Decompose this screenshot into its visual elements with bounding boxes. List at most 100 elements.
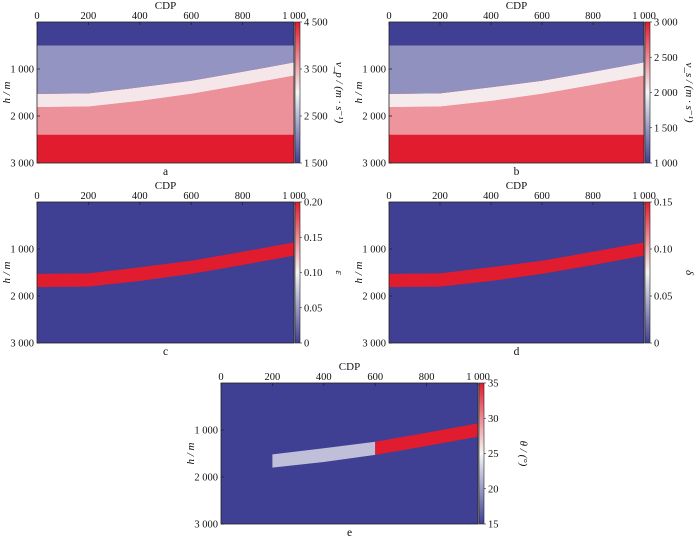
colorbar-tick-label: 0: [654, 339, 659, 350]
layer-2: [389, 45, 644, 94]
x-tick-label: 200: [432, 191, 448, 202]
x-tick-label: 600: [534, 11, 550, 22]
colorbar: [644, 21, 651, 164]
x-tick-label: 400: [483, 191, 499, 202]
x-tick-label: 0: [386, 11, 391, 22]
panel-b: 0 200 400 600 800 1 000 CDP 1 000 2 000 3 000 h / …: [353, 0, 695, 178]
layer-4: [389, 75, 644, 135]
colorbar-tick-label: 0: [304, 339, 309, 350]
colorbar-tick-label: 35: [488, 379, 499, 390]
x-tick-label: 200: [265, 372, 281, 383]
colorbar-tick-label: 1 000: [654, 159, 678, 170]
x-tick-label: 200: [81, 11, 97, 22]
x-tick-label: 600: [183, 11, 199, 22]
x-tick-label: 0: [34, 191, 39, 202]
plot-frame: [388, 201, 645, 344]
y-tick-label: 3 000: [10, 339, 34, 350]
x-tick-label: 800: [585, 11, 601, 22]
x-tick-label: 1 000: [282, 191, 306, 202]
colorbar-tick-label: 0.20: [304, 198, 322, 209]
colorbar-tick-label: 0.05: [654, 292, 672, 303]
x-tick-label: 1 000: [282, 11, 306, 22]
y-axis-label: h / m: [353, 81, 365, 103]
x-tick-label: 600: [534, 191, 550, 202]
thin-layer-segment: [272, 441, 376, 468]
thin-layer: [389, 62, 644, 108]
colorbar-tick-label: 3 000: [654, 18, 678, 29]
y-axis-label: h / m: [353, 261, 365, 283]
y-tick-label: 1 000: [362, 65, 386, 76]
colorbar-tick-label: 1 500: [304, 159, 328, 170]
x-axis-label: CDP: [155, 180, 176, 192]
colorbar: [294, 201, 301, 344]
colorbar-tick-label: 0.15: [304, 233, 322, 244]
x-axis-label: CDP: [339, 361, 360, 373]
x-tick-label: 200: [81, 191, 97, 202]
x-tick-label: 800: [419, 372, 435, 383]
panel-a: 0 200 400 600 800 1 000 CDP 1 000 2 000 3 000 h / …: [1, 0, 345, 178]
x-tick-label: 400: [316, 372, 332, 383]
layer-water: [37, 22, 294, 46]
thin-layer: [37, 242, 294, 288]
plot-frame: [36, 201, 295, 344]
colorbar-label: δ: [683, 270, 695, 276]
colorbar-tick-label: 0.10: [654, 245, 672, 256]
panel-letter: d: [514, 346, 520, 358]
colorbar-tick-label: 4 500: [304, 18, 328, 29]
colorbar-label: v_s / (m · s⁻¹): [683, 62, 695, 122]
thin-layer-segment: [375, 423, 478, 455]
x-tick-label: 600: [367, 372, 383, 383]
layer-2: [37, 45, 294, 94]
x-tick-label: 1 000: [466, 372, 490, 383]
x-tick-label: 0: [386, 191, 391, 202]
x-tick-label: 600: [183, 191, 199, 202]
x-tick-label: 800: [585, 191, 601, 202]
y-tick-label: 1 000: [194, 426, 218, 437]
colorbar: [294, 21, 301, 164]
x-axis-label: CDP: [506, 180, 527, 192]
colorbar-tick-label: 0.10: [304, 268, 322, 279]
y-tick-label: 3 000: [362, 339, 386, 350]
y-tick-label: 2 000: [362, 292, 386, 303]
layer-4: [37, 75, 294, 135]
colorbar-tick-label: 20: [488, 484, 499, 495]
colorbar: [478, 382, 485, 525]
x-tick-label: 1 000: [632, 191, 656, 202]
thin-layer: [389, 242, 644, 288]
panel-d: 0 200 400 600 800 1 000 CDP 1 000 2 000 3 000 h / …: [353, 180, 695, 358]
colorbar-tick-label: 30: [488, 414, 499, 425]
y-tick-label: 3 000: [10, 159, 34, 170]
colorbar-tick-label: 25: [488, 449, 499, 460]
layer-water: [389, 22, 644, 46]
x-axis-label: CDP: [155, 0, 176, 12]
colorbar-tick-label: 3 500: [304, 65, 328, 76]
x-tick-label: 0: [218, 372, 223, 383]
y-axis-label: h / m: [1, 81, 13, 103]
colorbar: [644, 201, 651, 344]
x-tick-label: 200: [432, 11, 448, 22]
colorbar-label: θ / (°): [517, 441, 529, 467]
colorbar-tick-label: 0.15: [654, 198, 672, 209]
plot-frame: [36, 21, 295, 164]
y-axis-label: h / m: [1, 261, 13, 283]
y-tick-label: 1 000: [10, 245, 34, 256]
y-tick-label: 2 000: [362, 112, 386, 123]
y-tick-label: 3 000: [362, 159, 386, 170]
colorbar-tick-label: 2 500: [654, 53, 678, 64]
colorbar-tick-label: 1 500: [654, 123, 678, 134]
y-tick-label: 2 000: [10, 112, 34, 123]
panel-e: 0 200 400 600 800 1 000 CDP 1 000 2 000 3 000 h / …: [185, 361, 529, 539]
x-tick-label: 400: [483, 11, 499, 22]
x-tick-label: 800: [235, 191, 251, 202]
colorbar-tick-label: 2 000: [654, 88, 678, 99]
panel-letter: c: [163, 346, 168, 358]
thin-layer: [37, 62, 294, 108]
panel-letter: a: [163, 166, 168, 178]
x-tick-label: 400: [132, 191, 148, 202]
colorbar-label: ε: [333, 270, 345, 275]
y-tick-label: 2 000: [10, 292, 34, 303]
x-tick-label: 1 000: [632, 11, 656, 22]
y-tick-label: 3 000: [194, 520, 218, 531]
colorbar-tick-label: 2 500: [304, 112, 328, 123]
